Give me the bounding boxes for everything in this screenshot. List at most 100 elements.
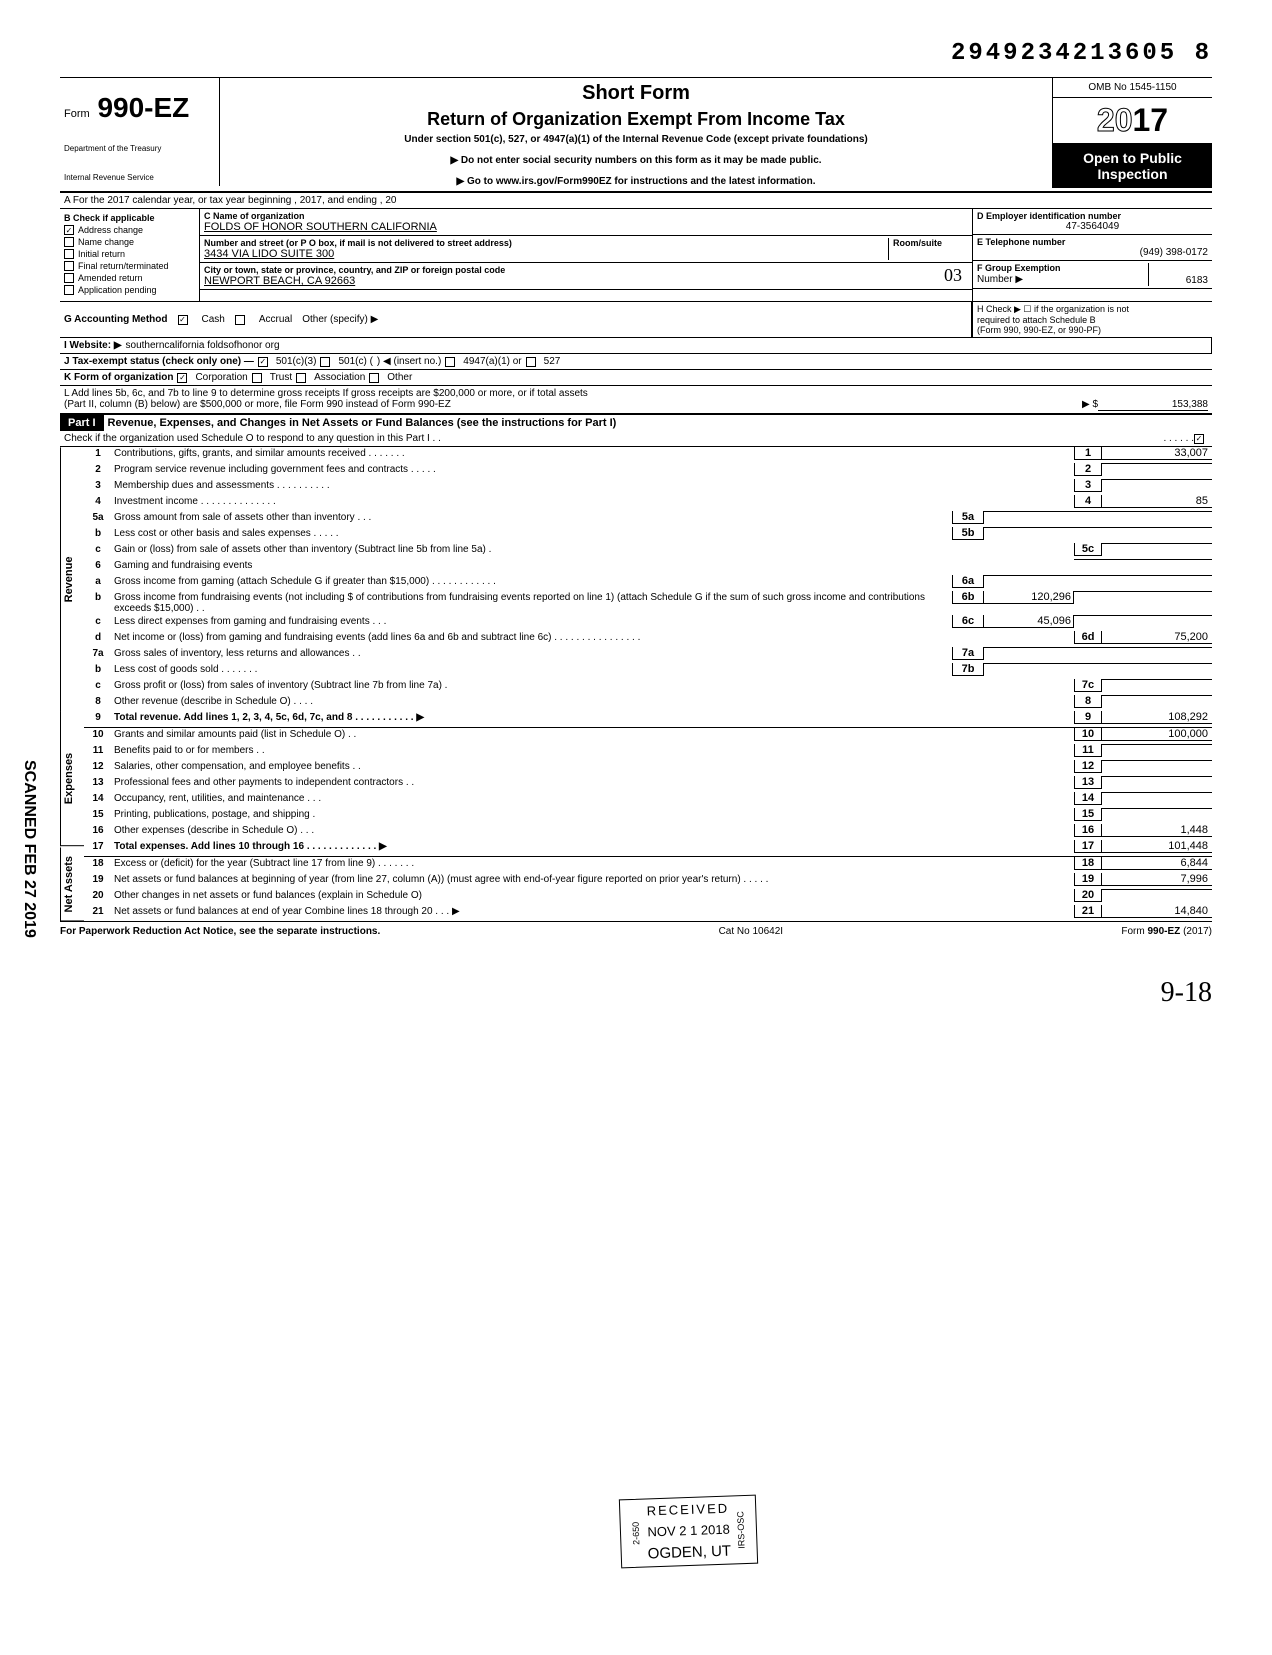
line-rv	[1102, 808, 1212, 809]
line-desc: Grants and similar amounts paid (list in…	[112, 728, 1074, 741]
l-arrow: ▶ $	[1082, 399, 1098, 411]
schedule-o-checkbox[interactable]: ✓	[1194, 434, 1204, 444]
b-check-label-1: Name change	[78, 237, 134, 247]
b-check-5[interactable]	[64, 285, 74, 295]
dept-treasury: Department of the Treasury	[64, 144, 215, 153]
line-num: 10	[84, 728, 112, 740]
line-desc: Gain or (loss) from sale of assets other…	[112, 543, 1074, 556]
d-ein-label: D Employer identification number	[977, 211, 1208, 221]
line-desc: Total expenses. Add lines 10 through 16 …	[112, 840, 1074, 853]
line-desc: Investment income . . . . . . . . . . . …	[112, 495, 1074, 508]
corp-checkbox[interactable]: ✓	[177, 373, 187, 383]
l-value: 153,388	[1098, 399, 1208, 411]
line-desc: Less direct expenses from gaming and fun…	[112, 615, 952, 628]
line-num: 13	[84, 776, 112, 788]
f-group-label: F Group Exemption	[977, 263, 1061, 273]
line-num: c	[84, 543, 112, 555]
mid-num: 5b	[952, 527, 984, 540]
line-num: 4	[84, 495, 112, 507]
street-label: Number and street (or P O box, if mail i…	[204, 238, 888, 248]
line-num: 8	[84, 695, 112, 707]
opt-insert: ) ◀ (insert no.)	[377, 356, 441, 367]
l-line1: L Add lines 5b, 6c, and 7b to line 9 to …	[64, 388, 1208, 399]
line-desc: Less cost or other basis and sales expen…	[112, 527, 952, 540]
line-rv	[1102, 463, 1212, 464]
line-desc: Total revenue. Add lines 1, 2, 3, 4, 5c,…	[112, 711, 1074, 724]
line-num: 5a	[84, 511, 112, 523]
b-check-label-2: Initial return	[78, 249, 125, 259]
org-name: FOLDS OF HONOR SOUTHERN CALIFORNIA	[204, 221, 968, 233]
trust-checkbox[interactable]	[252, 373, 262, 383]
mid-num: 7a	[952, 647, 984, 660]
mid-val: 120,296	[984, 591, 1074, 604]
mid-val	[984, 511, 1074, 512]
line-num: b	[84, 527, 112, 539]
line-num: 18	[84, 857, 112, 869]
b-check-1[interactable]	[64, 237, 74, 247]
4947-checkbox[interactable]	[445, 357, 455, 367]
accrual-checkbox[interactable]	[235, 315, 245, 325]
line-rv	[1102, 744, 1212, 745]
501c-checkbox[interactable]	[320, 357, 330, 367]
line-num: d	[84, 631, 112, 643]
line-desc: Gross sales of inventory, less returns a…	[112, 647, 952, 660]
line-rv	[1102, 776, 1212, 777]
opt-527: 527	[544, 356, 561, 367]
mid-num: 6b	[952, 591, 984, 604]
line-desc: Gross amount from sale of assets other t…	[112, 511, 952, 524]
line-rn: 9	[1074, 711, 1102, 724]
line-rv	[1102, 479, 1212, 480]
street-value: 3434 VIA LIDO SUITE 300	[204, 248, 888, 260]
l-line2: (Part II, column (B) below) are $500,000…	[64, 399, 1082, 411]
line-num: b	[84, 591, 112, 603]
b-check-2[interactable]	[64, 249, 74, 259]
line-rn: 6d	[1074, 631, 1102, 644]
cash-label: Cash	[202, 314, 225, 325]
line-rv: 101,448	[1102, 840, 1212, 853]
other-org-label: Other	[387, 372, 412, 383]
line-desc: Gaming and fundraising events	[112, 559, 1074, 572]
b-check-4[interactable]	[64, 273, 74, 283]
line-rn: 12	[1074, 760, 1102, 773]
line-num: 7a	[84, 647, 112, 659]
website-value: southerncalifornia foldsofhonor org	[126, 340, 280, 351]
cash-checkbox[interactable]: ✓	[178, 315, 188, 325]
line-desc: Less cost of goods sold . . . . . . .	[112, 663, 952, 676]
line-rn: 20	[1074, 889, 1102, 902]
b-check-0[interactable]: ✓	[64, 225, 74, 235]
501c3-checkbox[interactable]: ✓	[258, 357, 268, 367]
line-rv: 1,448	[1102, 824, 1212, 837]
mid-val	[984, 575, 1074, 576]
line-num: c	[84, 615, 112, 627]
line-rn: 5c	[1074, 543, 1102, 556]
line-num: 16	[84, 824, 112, 836]
line-rn: 16	[1074, 824, 1102, 837]
527-checkbox[interactable]	[526, 357, 536, 367]
accrual-label: Accrual	[259, 314, 292, 325]
assoc-checkbox[interactable]	[296, 373, 306, 383]
line-num: 2	[84, 463, 112, 475]
b-check-3[interactable]	[64, 261, 74, 271]
mid-val	[984, 663, 1074, 664]
line-num: b	[84, 663, 112, 675]
line-num: 19	[84, 873, 112, 885]
b-check-label-0: Address change	[78, 225, 143, 235]
part1-checkline: Check if the organization used Schedule …	[64, 433, 1163, 444]
line-rn: 21	[1074, 905, 1102, 918]
e-phone-label: E Telephone number	[977, 237, 1208, 247]
mid-num: 7b	[952, 663, 984, 676]
line-num: 3	[84, 479, 112, 491]
instr-ssn: ▶ Do not enter social security numbers o…	[230, 155, 1042, 166]
line-rv: 33,007	[1102, 447, 1212, 460]
dept-irs: Internal Revenue Service	[64, 173, 215, 182]
mid-num: 5a	[952, 511, 984, 524]
line-rv: 14,840	[1102, 905, 1212, 918]
room-label: Room/suite	[893, 238, 968, 248]
form-header: Form 990-EZ Department of the Treasury I…	[60, 77, 1212, 191]
netassets-label: Net Assets	[60, 847, 84, 921]
line-rv	[1102, 889, 1212, 890]
form-number: Form 990-EZ	[64, 92, 215, 124]
line-desc: Printing, publications, postage, and shi…	[112, 808, 1074, 821]
line-desc: Net assets or fund balances at end of ye…	[112, 905, 1074, 918]
other-org-checkbox[interactable]	[369, 373, 379, 383]
